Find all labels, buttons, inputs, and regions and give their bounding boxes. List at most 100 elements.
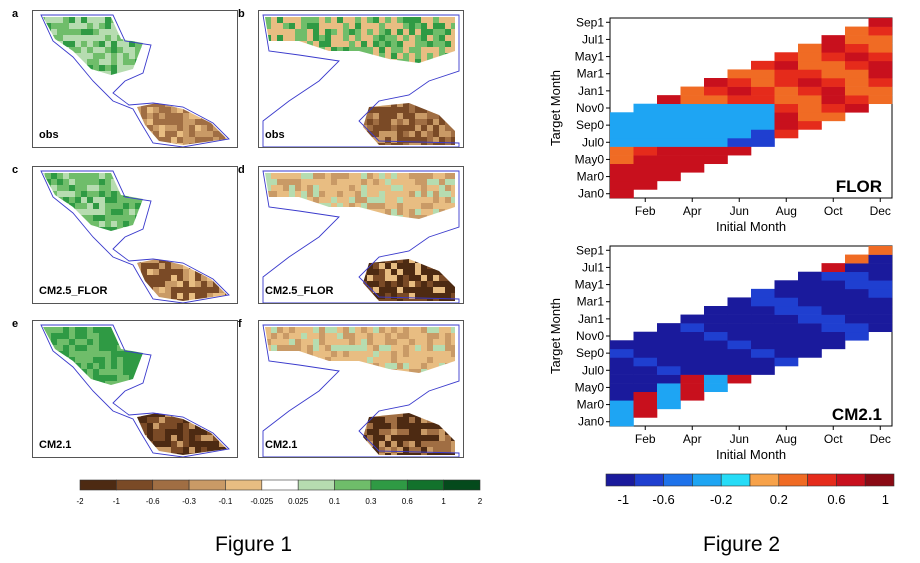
heatmap-cell: [633, 391, 658, 401]
map-cell: [361, 83, 367, 89]
map-cell: [415, 191, 421, 197]
map-cell: [69, 227, 75, 233]
map-cell: [361, 47, 367, 53]
map-cell: [135, 197, 141, 203]
map-cell: [445, 293, 451, 299]
map-cell: [129, 411, 135, 417]
map-cell: [105, 351, 111, 357]
map-cell: [123, 29, 129, 35]
map-cell: [207, 257, 213, 263]
map-cell: [43, 423, 45, 429]
map-cell: [177, 429, 183, 435]
map-cell: [433, 239, 439, 245]
map-cell: [45, 227, 51, 233]
map-cell: [33, 387, 39, 393]
map-cell: [391, 101, 397, 107]
map-cell: [57, 23, 63, 29]
map-cell: [337, 251, 343, 257]
map-cell: [283, 387, 289, 393]
map-cell: [81, 59, 87, 65]
map-cell: [427, 221, 433, 227]
map-cell: [319, 369, 325, 375]
map-cell: [99, 233, 105, 239]
map-cell: [225, 41, 227, 47]
map-cell: [259, 423, 265, 429]
map-cell: [141, 113, 147, 119]
map-cell: [135, 333, 141, 339]
map-cell: [451, 281, 455, 287]
map-cell: [177, 41, 183, 47]
map-cell: [295, 387, 301, 393]
map-cell: [129, 293, 135, 299]
heatmap-cell: [751, 348, 775, 358]
map-cell: [265, 221, 271, 227]
map-cell: [177, 209, 183, 215]
map-cell: [307, 251, 313, 257]
map-cell: [421, 429, 427, 435]
map-cell: [349, 209, 355, 215]
map-cell: [189, 441, 195, 447]
map-cell: [219, 113, 225, 119]
heatmap-cell: [751, 112, 775, 122]
map-cell: [379, 363, 385, 369]
map-cell: [361, 417, 367, 423]
map-cell: [69, 429, 75, 435]
map-cell: [379, 429, 385, 435]
map-cell: [301, 35, 307, 41]
map-cell: [105, 269, 111, 275]
map-cell: [325, 453, 331, 455]
map-cell: [355, 269, 361, 275]
map-cell: [457, 321, 463, 327]
map-cell: [165, 71, 171, 77]
map-cell: [307, 197, 313, 203]
map-cell: [165, 191, 171, 197]
map-cell: [415, 107, 421, 113]
map-cell: [367, 227, 373, 233]
map-cell: [367, 89, 373, 95]
map-cell: [289, 233, 295, 239]
map-cell: [337, 191, 343, 197]
map-cell: [177, 203, 183, 209]
heatmap-cell: [680, 383, 705, 393]
map-cell: [111, 23, 117, 29]
map-cell: [183, 35, 189, 41]
map-cell: [135, 137, 141, 143]
map-cell: [439, 119, 445, 125]
map-cell: [231, 59, 237, 65]
map-cell: [415, 29, 421, 35]
map-cell: [433, 441, 439, 447]
map-cell: [195, 293, 201, 299]
map-cell: [397, 179, 403, 185]
map-cell: [319, 375, 325, 381]
map-cells: [33, 327, 237, 455]
map-cell: [117, 327, 123, 333]
map-cell: [207, 293, 213, 299]
map-cell: [433, 101, 439, 107]
map-cell: [409, 221, 415, 227]
map-cell: [177, 263, 183, 269]
map-cell: [189, 393, 195, 399]
map-cell: [385, 167, 391, 173]
map-cell: [159, 89, 165, 95]
map-cell: [313, 119, 319, 125]
map-cell: [171, 447, 177, 453]
map-cell: [231, 405, 237, 411]
map-cell: [445, 275, 451, 281]
map-cell: [43, 429, 45, 435]
map-cell: [403, 435, 409, 441]
map-cell: [421, 197, 427, 203]
map-cell: [271, 327, 277, 333]
map-cell: [231, 221, 237, 227]
map-cell: [231, 381, 237, 387]
map-cell: [271, 77, 277, 83]
map-cell: [225, 17, 227, 23]
map-cell: [117, 245, 123, 251]
map-cell: [319, 435, 325, 441]
map-cell: [457, 101, 463, 107]
map-cell: [415, 209, 421, 215]
map-cell: [129, 399, 135, 405]
map-cell: [445, 269, 451, 275]
map-cell: [45, 453, 51, 455]
map-cell: [159, 293, 165, 299]
map-cell: [57, 83, 63, 89]
